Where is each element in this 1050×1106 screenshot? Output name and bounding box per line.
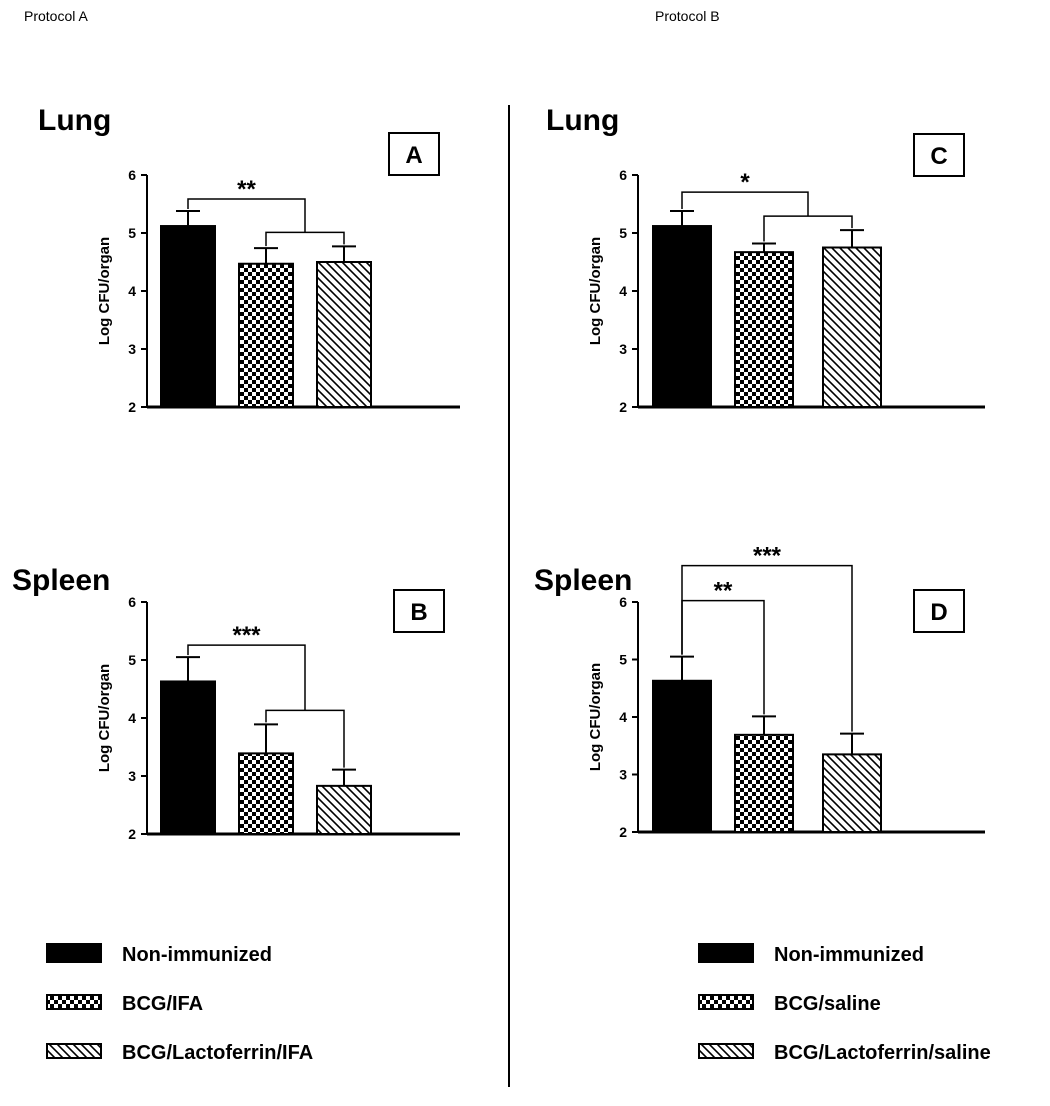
panel-letter: B (410, 599, 427, 626)
y-axis-label: Log CFU/organ (587, 237, 604, 345)
legend-label: BCG/saline (774, 993, 881, 1015)
bar-bcg-ifa (238, 752, 294, 836)
significance-label: *** (753, 543, 782, 570)
y-tick-label: 4 (619, 283, 627, 299)
bar-bcg-lactoferrin-ifa (316, 784, 372, 835)
y-tick-label: 6 (128, 594, 136, 610)
bar-non-immunized (652, 225, 712, 408)
significance-bracket (681, 564, 853, 732)
y-tick-label: 5 (619, 225, 627, 241)
panel-letter: C (930, 143, 947, 170)
y-tick-label: 3 (619, 341, 627, 357)
significance-bracket (187, 644, 306, 711)
y-tick-label: 5 (619, 652, 627, 668)
bar-bcg-lactoferrin-ifa (316, 261, 372, 408)
chart-title: Lung (38, 104, 111, 137)
legend-label: BCG/Lactoferrin/IFA (122, 1042, 314, 1064)
y-tick-label: 2 (619, 824, 627, 840)
panel-letter-box (393, 589, 445, 633)
legend-label: BCG/IFA (122, 993, 204, 1015)
y-tick-label: 4 (128, 283, 136, 299)
significance-label: * (740, 169, 750, 196)
y-tick-label: 4 (128, 710, 136, 726)
chart-panel-a: Lung A 2 3 4 5 6 Log CFU/organ ** (38, 104, 460, 415)
y-tick-label: 6 (619, 594, 627, 610)
significance-label: *** (232, 622, 261, 649)
bar-bcg-lactoferrin-saline (822, 246, 882, 408)
legend-swatch-solid (698, 943, 754, 963)
significance-bracket (763, 215, 853, 242)
chart-panel-b: Spleen B 2 3 4 5 6 Log CFU/organ *** (12, 564, 460, 842)
y-tick-label: 2 (128, 399, 136, 415)
chart-panel-c: Lung C 2 3 4 5 6 Log CFU/organ * (546, 104, 985, 415)
significance-label: ** (714, 578, 733, 605)
significance-label: ** (237, 176, 256, 203)
y-tick-label: 3 (128, 768, 136, 784)
y-axis-label: Log CFU/organ (96, 664, 113, 772)
legend-swatch-hatch (46, 1043, 102, 1059)
y-axis-label: Log CFU/organ (96, 237, 113, 345)
legend-swatch-checker (46, 994, 102, 1010)
bar-non-immunized (160, 680, 216, 836)
legend-swatch-solid (46, 943, 102, 963)
chart-title: Spleen (534, 564, 632, 597)
y-axis-label: Log CFU/organ (587, 663, 604, 771)
legend-label: Non-immunized (122, 944, 272, 966)
bar-bcg-lactoferrin-saline (822, 753, 882, 833)
y-tick-label: 3 (619, 767, 627, 783)
legend-label: BCG/Lactoferrin/saline (774, 1042, 991, 1064)
legend-label: Non-immunized (774, 944, 924, 966)
y-tick-label: 6 (128, 167, 136, 183)
significance-bracket (187, 198, 306, 233)
y-tick-label: 5 (128, 652, 136, 668)
y-tick-label: 4 (619, 709, 627, 725)
y-tick-label: 2 (619, 399, 627, 415)
bar-non-immunized (652, 679, 712, 834)
bar-bcg-saline (734, 251, 794, 408)
legend-swatch-checker (698, 994, 754, 1010)
legend-swatch-hatch (698, 1043, 754, 1059)
panel-letter: A (405, 142, 422, 169)
panel-letter-box (913, 589, 965, 633)
y-tick-label: 3 (128, 341, 136, 357)
significance-bracket (265, 231, 345, 247)
protocol-divider (508, 105, 510, 1087)
panel-letter-box (388, 132, 440, 176)
panel-letter: D (930, 599, 947, 626)
protocol-b-heading: Protocol B (655, 8, 720, 24)
bar-non-immunized (160, 225, 216, 408)
significance-bracket (681, 191, 809, 217)
bar-bcg-saline (734, 733, 794, 834)
y-tick-label: 6 (619, 167, 627, 183)
y-tick-label: 2 (128, 826, 136, 842)
y-tick-label: 5 (128, 225, 136, 241)
protocol-a-heading: Protocol A (24, 8, 88, 24)
chart-title: Spleen (12, 564, 110, 597)
chart-title: Lung (546, 104, 619, 137)
panel-letter-box (913, 133, 965, 177)
bar-bcg-ifa (238, 262, 294, 408)
